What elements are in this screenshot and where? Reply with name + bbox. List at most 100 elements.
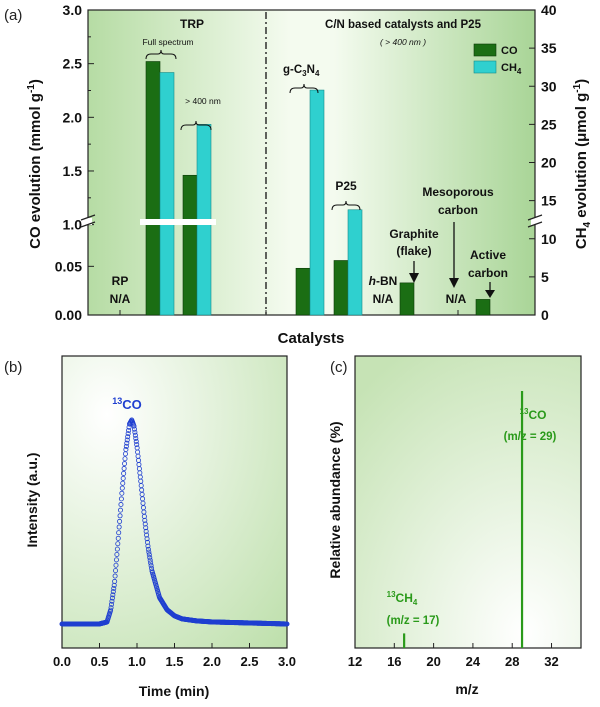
axis-break-mark-left [80, 214, 96, 221]
bar-co-Graphite [399, 282, 415, 316]
panel-c-plot-area [354, 355, 582, 649]
data-point [144, 539, 150, 545]
bracket-gc3n4 [289, 83, 319, 94]
label-graphite-flake: (flake) [396, 244, 431, 258]
data-point [122, 461, 128, 467]
x-tick-label: 3.0 [278, 654, 296, 669]
label-hbn: h-BN [369, 274, 398, 288]
data-point [124, 440, 130, 446]
left-tick-label: 2.0 [63, 109, 83, 125]
x-tick-label: 0.5 [90, 654, 108, 669]
panel-a-label: (a) [4, 7, 22, 24]
data-point [123, 443, 129, 449]
data-point [114, 546, 120, 552]
label-full-spectrum: Full spectrum [142, 37, 193, 47]
bar-co-TRP-full [145, 61, 161, 316]
panel-a: (a) 0.00 0.05 1.0 1.5 2.0 2.5 3.0 0 5 10 15 20 25 30 3… [4, 2, 593, 347]
data-point [117, 513, 123, 519]
data-point [110, 592, 116, 598]
x-tick-label: 32 [544, 654, 558, 669]
data-point [123, 447, 129, 453]
bar-ch4-TRP-full [159, 72, 175, 316]
data-point [147, 557, 153, 563]
arrow-graphite-head [409, 273, 419, 283]
data-point [116, 524, 122, 530]
data-point [109, 598, 115, 604]
legend-co-swatch [473, 43, 497, 57]
label-rp-na: N/A [110, 292, 131, 306]
right-tick-label: 40 [541, 2, 557, 18]
axis-break-mark-right [527, 214, 543, 221]
axis-break-mark-right [527, 221, 543, 228]
data-point [126, 427, 132, 433]
section-title-cn-note: ( > 400 nm ) [380, 37, 426, 47]
data-point [118, 496, 124, 502]
panel-c-ch4-label: 13CH4 [387, 590, 418, 607]
bar-break-stripe [140, 219, 216, 225]
data-point [118, 502, 124, 508]
right-tick-label: 20 [541, 155, 557, 171]
x-tick-label: 2.0 [203, 654, 221, 669]
left-tick-label: 2.5 [63, 56, 83, 72]
axis-break-gap-left [84, 218, 92, 225]
bar-co-P25 [333, 260, 349, 316]
x-tick-label: 20 [426, 654, 440, 669]
data-point [134, 441, 140, 447]
data-point [131, 426, 137, 432]
panel-b-points [59, 417, 290, 627]
data-point [113, 562, 119, 568]
data-point [131, 423, 137, 429]
data-point [117, 518, 123, 524]
panel-c-co-label: 13CO [520, 407, 547, 422]
right-tick-label: 25 [541, 116, 557, 132]
data-point [108, 605, 114, 611]
left-tick-label: 0.05 [55, 258, 82, 274]
data-point [119, 490, 125, 496]
panel-c-axes: 12 16 20 24 28 32 [348, 643, 559, 669]
data-point [132, 432, 138, 438]
bar-co-TRP-400 [182, 174, 198, 316]
data-point [121, 466, 127, 472]
panel-b-peak-label: 13CO [112, 396, 142, 412]
arrow-active-head [485, 290, 495, 298]
data-point [143, 528, 149, 534]
axis-break-gap-right [531, 218, 539, 225]
data-point [133, 435, 139, 441]
bracket-p25 [331, 200, 361, 211]
x-tick-label: 12 [348, 654, 362, 669]
panel-b-plot-area [61, 355, 288, 649]
bracket-full-spectrum [145, 49, 177, 60]
data-point [145, 546, 151, 552]
data-point [143, 525, 149, 531]
x-tick-label: 28 [505, 654, 519, 669]
panel-b-axes: 0.0 0.5 1.0 1.5 2.0 2.5 3.0 [53, 643, 296, 669]
data-point [115, 541, 121, 547]
data-point [112, 578, 118, 584]
label-active: Active [470, 248, 506, 262]
panel-c-xlabel: m/z [455, 681, 478, 697]
data-point [114, 551, 120, 557]
data-point [115, 535, 121, 541]
left-tick-label: 1.5 [63, 163, 83, 179]
panel-c-co-sublabel: (m/z = 29) [504, 431, 557, 443]
label-hbn-na: N/A [373, 292, 394, 306]
section-title-trp: TRP [180, 17, 204, 31]
panel-c: (c) 12 16 20 24 28 32 13CO (m/z = 29) 13CH4 (… [327, 355, 582, 697]
right-tick-label: 35 [541, 40, 557, 56]
data-point [144, 536, 150, 542]
data-point [145, 543, 151, 549]
label-mesoporous-carbon: carbon [438, 203, 478, 217]
data-point [125, 434, 131, 440]
label-gc3n4: g-C3N4 [283, 64, 320, 78]
data-point [116, 530, 122, 536]
section-title-cn: C/N based catalysts and P25 [325, 19, 482, 31]
panel-a-axes: 0.00 0.05 1.0 1.5 2.0 2.5 3.0 0 5 10 15 20 25 30 35 40 [55, 2, 557, 323]
bar-ch4-P25 [347, 209, 363, 316]
label-400nm: > 400 nm [185, 96, 221, 106]
data-point [120, 475, 126, 481]
data-point [113, 568, 119, 574]
panel-b: (b) 0.0 0.5 1.0 1.5 2.0 2.5 3.0 13CO Intensity… [4, 355, 296, 699]
panel-a-annotations: Full spectrum > 400 nm g-C3N4 P25 RP N/A h-BN N… [110, 37, 508, 306]
label-rp: RP [112, 274, 129, 288]
